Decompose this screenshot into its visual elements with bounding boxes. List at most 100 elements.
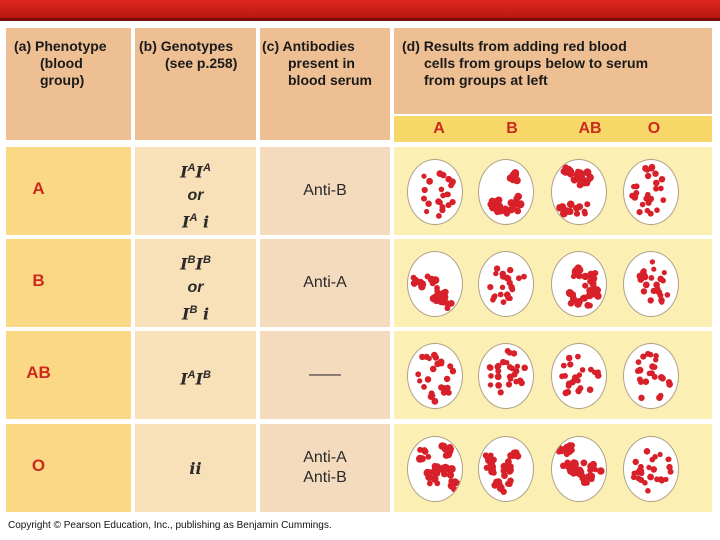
red-cells-icon	[629, 163, 667, 217]
red-blood-cell	[421, 195, 427, 202]
red-blood-cell	[570, 465, 578, 473]
red-blood-cell	[516, 275, 522, 282]
red-blood-cell	[566, 449, 573, 455]
red-blood-cell	[560, 362, 567, 369]
red-blood-cell	[443, 464, 451, 472]
agglutinated-sample-well	[478, 436, 534, 502]
red-blood-cell	[658, 176, 666, 183]
red-blood-cell	[504, 360, 510, 366]
red-blood-cell	[497, 389, 504, 396]
red-blood-cell	[556, 204, 563, 210]
allele-symbol: I	[181, 304, 190, 324]
red-blood-cell	[651, 266, 657, 272]
red-blood-cell	[514, 363, 521, 369]
red-blood-cell	[423, 353, 430, 360]
red-blood-cell	[648, 370, 655, 377]
red-blood-cell	[584, 169, 592, 177]
red-blood-cell	[446, 471, 455, 479]
red-blood-cell	[521, 364, 528, 372]
normal-sample-well	[551, 343, 607, 409]
red-cells-icon	[415, 351, 457, 405]
red-blood-cell	[595, 369, 601, 375]
red-blood-cell	[426, 469, 433, 476]
red-blood-cell	[428, 390, 435, 397]
red-blood-cell	[658, 185, 664, 192]
genotype-text: ii	[135, 457, 256, 480]
red-blood-cell	[658, 374, 665, 381]
red-blood-cell	[581, 208, 588, 215]
header-genotypes-line: (see p.258)	[165, 55, 238, 71]
red-blood-cell	[514, 207, 522, 215]
red-blood-cell	[415, 371, 422, 378]
genotype-text: IAIA or IA i	[135, 157, 256, 234]
red-blood-cell	[495, 368, 502, 374]
red-blood-cell	[493, 265, 501, 272]
genotype-line: or	[135, 275, 256, 299]
red-cells-icon	[421, 170, 456, 219]
red-blood-cell	[426, 177, 433, 185]
red-blood-cell	[494, 373, 502, 381]
header-phenotype-line: group)	[40, 72, 85, 88]
red-blood-cell	[643, 448, 651, 455]
red-blood-cell	[509, 286, 516, 293]
red-blood-cell	[629, 192, 636, 199]
genotype-line: IB i	[135, 299, 256, 325]
blood-group-table: (a) Phenotype (blood group) (b) Genotype…	[6, 28, 712, 514]
red-blood-cell	[449, 199, 456, 206]
header-phenotype-line: (blood	[40, 55, 83, 71]
red-blood-cell	[444, 305, 451, 312]
red-blood-cell	[586, 386, 594, 393]
red-blood-cell	[450, 478, 459, 487]
red-blood-cell	[450, 367, 456, 373]
red-blood-cell	[591, 285, 599, 294]
genotype-cell: IBIB or IB i	[135, 239, 256, 327]
red-blood-cell	[649, 259, 656, 265]
red-blood-cell	[486, 364, 493, 371]
copyright-notice: Copyright © Pearson Education, Inc., pub…	[8, 520, 332, 531]
red-blood-cell	[659, 478, 665, 484]
top-banner	[0, 0, 720, 18]
red-blood-cell	[664, 292, 671, 298]
red-blood-cell	[653, 179, 660, 187]
red-blood-cell	[582, 282, 589, 289]
genotype-line: or	[135, 183, 256, 207]
red-blood-cell	[567, 361, 574, 368]
red-blood-cell	[667, 468, 674, 475]
agglutinated-sample-well	[478, 159, 534, 225]
donor-group-label: A	[433, 120, 445, 137]
red-blood-cell	[654, 207, 660, 213]
red-blood-cell	[421, 186, 428, 194]
header-results: (d) Results from adding red blood cells …	[394, 28, 712, 114]
red-blood-cell	[578, 175, 586, 183]
allele-symbol: I	[181, 212, 190, 232]
red-blood-cell	[576, 266, 584, 274]
red-blood-cell	[666, 463, 673, 471]
normal-sample-well	[407, 159, 463, 225]
red-blood-cell	[654, 476, 660, 483]
red-blood-cell	[559, 373, 565, 380]
antibody-line: ——	[309, 366, 341, 383]
antibody-line: Anti-B	[303, 182, 347, 199]
red-blood-cell	[431, 397, 439, 405]
red-blood-cell	[441, 470, 448, 478]
genotype-line-text: or	[187, 186, 204, 204]
red-blood-cell	[431, 296, 439, 303]
red-blood-cell	[648, 163, 656, 171]
genotype-line: IAIA	[135, 157, 256, 183]
red-cells-icon	[410, 273, 455, 312]
red-blood-cell	[449, 178, 456, 186]
red-blood-cell	[425, 200, 432, 207]
red-blood-cell	[432, 354, 439, 361]
red-blood-cell	[421, 173, 427, 179]
agglutinated-sample-well	[407, 436, 463, 502]
red-blood-cell	[660, 197, 667, 203]
red-blood-cell	[436, 170, 444, 177]
red-blood-cell	[568, 442, 575, 449]
red-blood-cell	[642, 281, 650, 289]
red-blood-cell	[506, 279, 513, 287]
allele-superscript: A	[187, 368, 196, 381]
red-blood-cell	[441, 446, 449, 453]
red-blood-cell	[636, 366, 644, 374]
header-antibodies-line: (c) Antibodies	[262, 38, 355, 54]
genotype-cell: IAIB	[135, 331, 256, 419]
